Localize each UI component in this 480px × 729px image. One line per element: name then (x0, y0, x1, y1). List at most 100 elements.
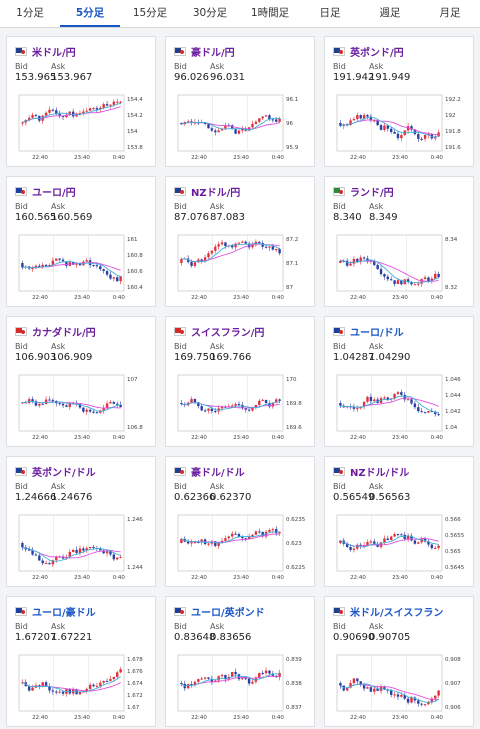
pair-name[interactable]: 英ポンド/円 (350, 47, 404, 59)
bid-value: 0.62366 (174, 492, 216, 503)
candle-body (356, 258, 359, 262)
candle-body (186, 684, 190, 689)
pair-name[interactable]: NZドル/ドル (350, 467, 410, 479)
tab-4[interactable]: 1時間足 (250, 7, 290, 19)
currency-card[interactable]: NZドル/ドル Bid Ask 0.56549 0.56563 0.566 0.5655 0.… (324, 456, 474, 587)
y-tick-label: 0.5655 (445, 533, 465, 539)
candle-body (92, 684, 95, 687)
card-header: 豪ドル/ドル (174, 463, 314, 479)
pair-name[interactable]: ランド/円 (350, 187, 394, 199)
bid-label: Bid (333, 62, 346, 71)
candle-body (237, 130, 241, 134)
candle-body (180, 403, 183, 405)
candle-body (119, 276, 122, 282)
candle-body (406, 535, 410, 539)
pair-name[interactable]: 英ポンド/ドル (32, 467, 96, 479)
bid-label: Bid (174, 202, 187, 211)
candle-body (396, 694, 400, 697)
price-values: 169.750 169.766 (174, 352, 314, 363)
card-header: ランド/円 (333, 183, 473, 199)
x-tick-label: 0:40 (431, 575, 444, 581)
x-tick-label: 23:40 (392, 575, 408, 581)
candle-chart: 1.046 1.044 1.042 1.04 22:40 23:40 0:40 (336, 374, 461, 441)
candle-body (400, 534, 403, 536)
tab-2[interactable]: 15分足 (132, 7, 168, 19)
currency-card[interactable]: ランド/円 Bid Ask 8.340 8.349 8.34 8.32 22:40 23:40 0… (324, 176, 474, 307)
tab-6[interactable]: 週足 (379, 7, 401, 19)
candle-body (75, 549, 78, 553)
candle-body (413, 697, 417, 701)
candle-body (352, 678, 356, 684)
tab-1[interactable]: 5分足 (60, 0, 120, 27)
currency-card[interactable]: カナダドル/円 Bid Ask 106.903 106.909 107 106.8 22:40… (6, 316, 156, 447)
y-tick-label: 87.1 (286, 261, 298, 267)
tab-3[interactable]: 30分足 (192, 7, 228, 19)
candle-body (112, 401, 116, 404)
candle-body (244, 538, 247, 540)
pair-name[interactable]: ユーロ/豪ドル (32, 607, 96, 619)
pair-name[interactable]: ユーロ/円 (32, 187, 76, 199)
candle-body (278, 531, 281, 534)
candle-body (21, 543, 24, 548)
price-values: 1.67207 1.67221 (15, 632, 155, 643)
candle-body (423, 135, 427, 139)
candle-body (369, 541, 373, 543)
currency-card[interactable]: NZドル/円 Bid Ask 87.076 87.083 87.2 87.1 87 22:40 2… (165, 176, 315, 307)
candle-body (203, 677, 207, 679)
candle-body (65, 114, 68, 118)
candle-body (65, 405, 68, 407)
candle-body (410, 535, 413, 541)
currency-card[interactable]: ユーロ/英ポンド Bid Ask 0.83648 0.83656 0.839 0.838 0.… (165, 596, 315, 727)
candle-body (48, 563, 51, 565)
currency-card[interactable]: ユーロ/ドル Bid Ask 1.04287 1.04290 1.046 1.044 1.04… (324, 316, 474, 447)
candle-body (99, 266, 102, 270)
y-tick-label: 1.244 (127, 565, 143, 571)
candle-body (116, 403, 119, 405)
tab-0[interactable]: 1分足 (16, 7, 44, 19)
pair-name[interactable]: カナダドル/円 (32, 327, 96, 339)
candle-body (366, 115, 369, 117)
candle-body (247, 409, 251, 411)
pair-name[interactable]: 米ドル/円 (32, 47, 76, 59)
tab-7[interactable]: 月足 (439, 7, 461, 19)
currency-card[interactable]: スイスフラン/円 Bid Ask 169.750 169.766 170 169.8 169.… (165, 316, 315, 447)
currency-card[interactable]: 豪ドル/円 Bid Ask 96.026 96.031 96.1 96 95.9 22:40 23… (165, 36, 315, 167)
currency-card[interactable]: 豪ドル/ドル Bid Ask 0.62366 0.62370 0.6235 0.623 0.6… (165, 456, 315, 587)
currency-card[interactable]: 英ポンド/ドル Bid Ask 1.24666 1.24676 1.246 1.244 22:… (6, 456, 156, 587)
y-tick-label: 107 (127, 377, 138, 383)
tab-5[interactable]: 日足 (319, 7, 341, 19)
candle-body (400, 135, 403, 139)
y-tick-label: 169.8 (286, 401, 302, 407)
price-labels: Bid Ask (15, 482, 155, 491)
ask-label: Ask (210, 342, 225, 351)
candle-body (224, 242, 227, 247)
chart-frame (18, 514, 125, 572)
pair-name[interactable]: 豪ドル/円 (191, 47, 235, 59)
y-tick-label: 1.672 (127, 693, 143, 699)
pair-name[interactable]: NZドル/円 (191, 187, 241, 199)
flag-icon (15, 326, 27, 336)
y-tick-label: 87.2 (286, 237, 298, 243)
currency-card[interactable]: 米ドル/円 Bid Ask 153.965 153.967 154.4 154.2 154 15… (6, 36, 156, 167)
pair-name[interactable]: ユーロ/英ポンド (191, 607, 265, 619)
pair-name[interactable]: スイスフラン/円 (191, 327, 265, 339)
ask-value: 1.24676 (51, 492, 93, 503)
currency-card[interactable]: 英ポンド/円 Bid Ask 191.942 191.949 192.2 192 191.8 1… (324, 36, 474, 167)
candle-body (95, 265, 99, 267)
candle-body (373, 260, 376, 265)
pair-name[interactable]: 米ドル/スイスフラン (350, 607, 444, 619)
candle-body (217, 130, 220, 133)
candle-body (61, 691, 65, 694)
pair-name[interactable]: ユーロ/ドル (350, 327, 404, 339)
currency-card[interactable]: ユーロ/円 Bid Ask 160.565 160.569 161 160.8 160.6 16… (6, 176, 156, 307)
candle-body (393, 694, 396, 696)
candle-body (437, 545, 440, 548)
pair-name[interactable]: 豪ドル/ドル (191, 467, 245, 479)
y-tick-label: 161 (127, 237, 138, 243)
currency-card[interactable]: 米ドル/スイスフラン Bid Ask 0.90690 0.90705 0.908 0.907… (324, 596, 474, 727)
x-tick-label: 0:40 (272, 575, 285, 581)
candle-body (48, 399, 51, 401)
candle-body (366, 687, 369, 689)
ask-value: 0.90705 (369, 632, 411, 643)
currency-card[interactable]: ユーロ/豪ドル Bid Ask 1.67207 1.67221 1.678 1.676 1.6… (6, 596, 156, 727)
